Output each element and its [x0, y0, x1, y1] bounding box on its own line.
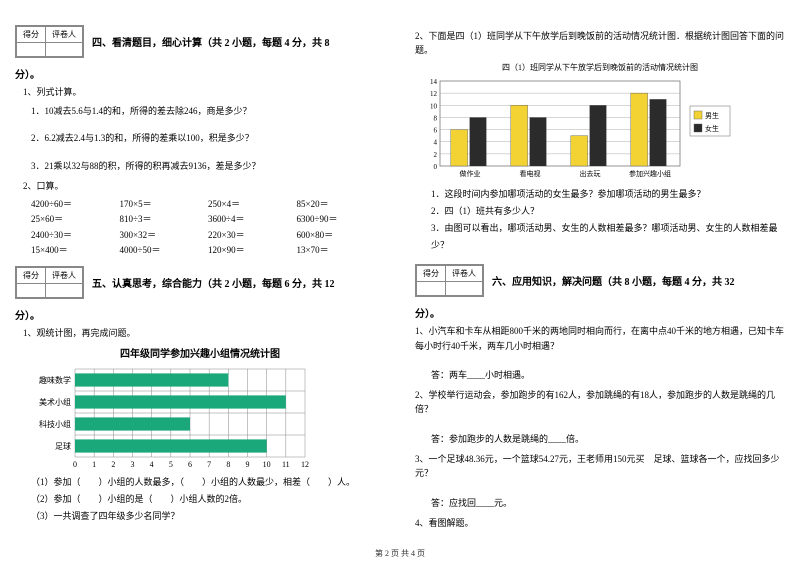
- section5-suffix: 分）。: [15, 311, 40, 322]
- svg-text:科技小组: 科技小组: [39, 419, 71, 429]
- section5-title: 五、认真思考，综合能力（共 2 小题，每题 6 分，共 12: [92, 275, 335, 290]
- svg-text:6: 6: [188, 460, 192, 469]
- svg-text:3: 3: [131, 460, 135, 469]
- svg-text:美术小组: 美术小组: [39, 397, 71, 407]
- calc-cell: 220×30＝: [208, 228, 297, 243]
- svg-text:7: 7: [207, 460, 211, 469]
- q4-1: 1、列式计算。: [23, 85, 385, 99]
- chart1-title: 四年级同学参加兴趣小组情况统计图: [15, 345, 385, 360]
- svg-text:趣味数学: 趣味数学: [39, 375, 71, 385]
- left-column: 得分 评卷人 四、看清题目，细心计算（共 2 小题，每题 4 分，共 8 分）。…: [0, 0, 400, 565]
- svg-text:女生: 女生: [705, 124, 719, 133]
- chart2-title: 四（1）班同学从下午放学后到晚饭前的活动情况统计图: [415, 62, 785, 73]
- section6-suffix: 分）。: [415, 309, 440, 320]
- chart1-hbar: 0123456789101112趣味数学美术小组科技小组足球: [15, 364, 315, 474]
- q2-1: 1．这段时间内参加哪项活动的女生最多？参加哪项活动的男生最多？: [431, 186, 785, 203]
- section4-title: 四、看清题目，细心计算（共 2 小题，每题 4 分，共 8: [92, 34, 330, 49]
- svg-text:8: 8: [226, 460, 230, 469]
- q4-1-3: 3．21乘以32与88的积，所得的积再减去9136，差是多少？: [31, 158, 385, 175]
- svg-text:2: 2: [434, 151, 438, 159]
- svg-text:10: 10: [430, 102, 438, 110]
- a6-2: 答：参加跑步的人数是跳绳的____倍。: [431, 431, 785, 448]
- svg-text:11: 11: [282, 460, 290, 469]
- section4-suffix: 分）。: [15, 70, 40, 81]
- calc-cell: 13×70＝: [297, 243, 386, 258]
- q5-1b: （2）参加（ ）小组的是（ ）小组人数的2倍。: [31, 491, 385, 508]
- a6-1: 答：两车____小时相遇。: [431, 367, 785, 384]
- calc-cell: 85×20＝: [297, 197, 386, 212]
- section6-title: 六、应用知识，解决问题（共 8 小题，每题 4 分，共 32: [492, 273, 735, 288]
- svg-text:4: 4: [434, 138, 438, 146]
- calc-cell: 6300÷90＝: [297, 212, 386, 227]
- q2-2: 2．四（1）班共有多少人？: [431, 203, 785, 220]
- svg-text:0: 0: [73, 460, 77, 469]
- chart2-grouped-bar: 0 2 4 6 8 10 12 14 做作业 看电视 出去玩 参加兴趣小组 男生女生: [415, 76, 755, 186]
- grader-label: 评卷人: [46, 27, 83, 43]
- calc-cell: 25×60＝: [31, 212, 120, 227]
- page-footer: 第 2 页 共 4 页: [0, 548, 800, 559]
- score-box-6: 得分 评卷人: [415, 264, 484, 297]
- q6-4: 4、看图解题。: [415, 516, 785, 530]
- q2-3: 3．由图可以看出，哪项活动男、女生的人数相差最多？哪项活动男、女生的人数相差最少…: [431, 220, 785, 254]
- calc-cell: 2400÷30＝: [31, 228, 120, 243]
- score-box-5: 得分 评卷人: [15, 266, 84, 299]
- svg-text:足球: 足球: [55, 441, 71, 451]
- q5-1a: （1）参加（ ）小组的人数最多，（ ）小组的人数最少，相差（ ）人。: [31, 474, 385, 491]
- svg-text:出去玩: 出去玩: [580, 169, 601, 178]
- svg-text:14: 14: [430, 78, 438, 86]
- svg-text:12: 12: [301, 460, 309, 469]
- svg-text:12: 12: [430, 90, 438, 98]
- svg-text:8: 8: [434, 114, 438, 122]
- q6-2: 2、学校举行运动会，参加跑步的有162人，参加跳绳的有18人，参加跑步的人数是跳…: [415, 388, 785, 417]
- calc-cell: 600×80＝: [297, 228, 386, 243]
- q4-2: 2、口算。: [23, 179, 385, 193]
- svg-text:0: 0: [434, 163, 438, 171]
- section4-header: 得分 评卷人 四、看清题目，细心计算（共 2 小题，每题 4 分，共 8: [15, 25, 385, 58]
- section6-header: 得分 评卷人 六、应用知识，解决问题（共 8 小题，每题 4 分，共 32: [415, 264, 785, 297]
- score-label: 得分: [17, 27, 46, 43]
- q4-1-1: 1．10减去5.6与1.4的和，所得的差去除246，商是多少？: [31, 103, 385, 120]
- q2-intro: 2、下面是四（1）班同学从下午放学后到晚饭前的活动情况统计图．根据统计图回答下面…: [415, 29, 785, 58]
- right-column: 2、下面是四（1）班同学从下午放学后到晚饭前的活动情况统计图．根据统计图回答下面…: [400, 0, 800, 565]
- svg-text:男生: 男生: [705, 111, 719, 120]
- q4-1-2: 2．6.2减去2.4与1.3的和，所得的差乘以100，积是多少？: [31, 130, 385, 147]
- calc-cell: 4200÷60＝: [31, 197, 120, 212]
- calc-cell: 3600÷4＝: [208, 212, 297, 227]
- svg-text:10: 10: [263, 460, 271, 469]
- calc-cell: 120×90＝: [208, 243, 297, 258]
- svg-text:做作业: 做作业: [460, 169, 481, 178]
- svg-text:2: 2: [111, 460, 115, 469]
- calc-cell: 810÷3＝: [120, 212, 209, 227]
- score-box-4: 得分 评卷人: [15, 25, 84, 58]
- svg-text:4: 4: [150, 460, 154, 469]
- calc-cell: 250×4＝: [208, 197, 297, 212]
- a6-3: 答：应找回____元。: [431, 495, 785, 512]
- svg-text:看电视: 看电视: [520, 169, 541, 178]
- section5-header: 得分 评卷人 五、认真思考，综合能力（共 2 小题，每题 6 分，共 12: [15, 266, 385, 299]
- calc-cell: 15×400＝: [31, 243, 120, 258]
- q6-3: 3、一个足球48.36元，一个篮球54.27元，王老师用150元买 足球、篮球各…: [415, 452, 785, 481]
- svg-text:9: 9: [246, 460, 250, 469]
- calc-rows: 4200÷60＝170×5＝250×4＝85×20＝ 25×60＝810÷3＝36…: [15, 197, 385, 258]
- svg-text:1: 1: [92, 460, 96, 469]
- q5-1c: （3）一共调查了四年级多少名同学？: [31, 508, 385, 525]
- svg-text:5: 5: [169, 460, 173, 469]
- q5-1: 1、观统计图，再完成问题。: [23, 326, 385, 340]
- svg-text:6: 6: [434, 126, 438, 134]
- svg-text:参加兴趣小组: 参加兴趣小组: [629, 169, 671, 178]
- calc-cell: 4000÷50＝: [120, 243, 209, 258]
- calc-cell: 300×32＝: [120, 228, 209, 243]
- q6-1: 1、小汽车和卡车从相距800千米的两地同时相向而行，在离中点40千米的地方相遇，…: [415, 324, 785, 353]
- calc-cell: 170×5＝: [120, 197, 209, 212]
